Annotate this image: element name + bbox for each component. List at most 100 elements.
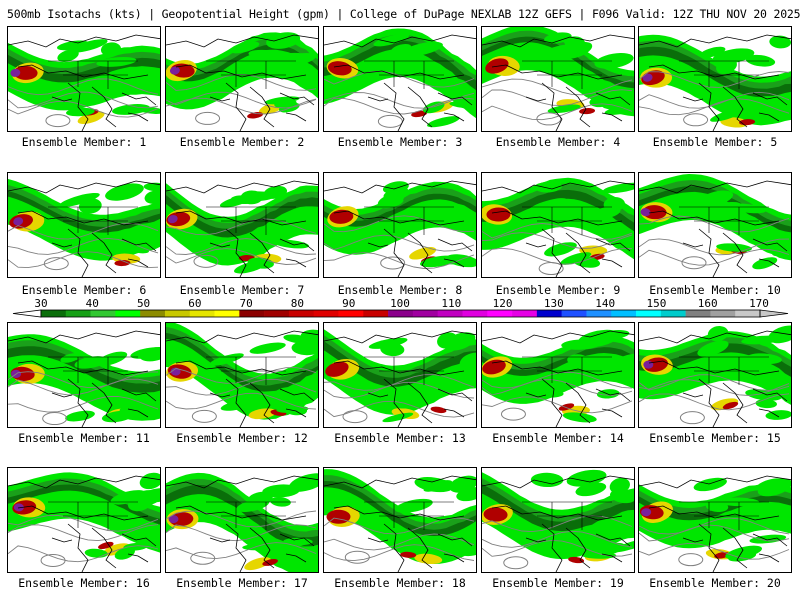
colorbar-swatch: [462, 310, 488, 317]
northern-jet-segment: [291, 340, 318, 356]
coastline: [367, 242, 389, 248]
coastline: [383, 82, 405, 131]
isotach-map: [166, 472, 318, 572]
southern-jet-segment: [65, 107, 95, 117]
colorbar-swatch: [487, 310, 513, 317]
height-contour: [8, 395, 159, 413]
height-contour-closed: [683, 113, 709, 127]
coastline: [682, 537, 704, 543]
coastline: [648, 64, 780, 80]
height-contour-closed: [42, 412, 68, 426]
northern-jet-segment: [693, 477, 727, 492]
isotach-map: [166, 323, 318, 427]
jet-core-red: [430, 406, 447, 414]
coastline: [541, 523, 563, 572]
southern-jet-segment: [234, 260, 267, 274]
height-contour-closed: [190, 551, 216, 565]
isotach-band: [324, 40, 476, 101]
jet-core-red: [329, 209, 354, 224]
jet-core-purple: [169, 66, 180, 75]
northern-jet-segment: [249, 342, 286, 354]
coastline: [209, 96, 231, 102]
coastline: [491, 64, 623, 80]
southern-jet-segment: [757, 104, 782, 115]
coastline: [595, 238, 631, 252]
northern-jet-segment: [400, 41, 443, 57]
height-contour: [324, 533, 475, 551]
height-contour: [8, 378, 159, 396]
jet-core-purple: [168, 515, 179, 524]
coastline: [175, 505, 307, 521]
colorbar-swatch: [90, 310, 116, 317]
height-contour: [8, 545, 159, 563]
coastline: [443, 258, 465, 268]
isotach-map: [8, 330, 160, 427]
northern-jet-segment: [539, 44, 575, 58]
northern-jet-segment: [746, 353, 782, 365]
coastline: [648, 360, 780, 376]
isotach-band: [8, 355, 160, 421]
colorbar-tick-label: 170: [749, 297, 769, 310]
coastline: [758, 112, 780, 122]
isotach-band: [8, 490, 160, 553]
northern-jet-segment: [74, 356, 108, 369]
coastline: [437, 238, 473, 252]
colorbar-swatch: [41, 310, 67, 317]
coastline: [279, 92, 315, 106]
colorbar-tick-label: 90: [342, 297, 356, 310]
height-contour: [639, 542, 790, 560]
height-contour: [482, 89, 633, 107]
coastline: [722, 232, 748, 274]
isotach-map: [324, 180, 476, 277]
height-contour: [166, 510, 317, 528]
coastline: [525, 537, 547, 543]
ensemble-map-panel: [7, 26, 161, 132]
southern-jet-segment: [562, 412, 597, 423]
coastline: [541, 228, 563, 277]
coastline: [324, 330, 476, 344]
colorbar-max-arrow: [759, 309, 789, 318]
southern-jet-segment: [65, 410, 95, 422]
ensemble-map-panel: [165, 26, 319, 132]
northern-jet-segment: [530, 472, 564, 488]
colorbar-swatch: [214, 310, 240, 317]
colorbar-swatch: [735, 310, 761, 317]
coastline: [367, 537, 389, 543]
height-contour: [324, 252, 475, 269]
height-contour: [166, 542, 317, 560]
coastline: [601, 112, 623, 122]
ensemble-map-panel: [323, 172, 477, 278]
northern-jet-segment: [283, 334, 311, 344]
northern-jet-segment: [59, 192, 100, 207]
colorbar-swatch: [561, 310, 587, 317]
height-contour: [166, 248, 317, 265]
height-contour-closed: [538, 262, 564, 276]
height-contour-closed: [193, 254, 219, 268]
northern-jet-segment: [139, 488, 160, 503]
coastline: [565, 382, 591, 424]
colorbar-swatch: [338, 310, 364, 317]
coastline: [541, 378, 563, 427]
coastline: [279, 533, 315, 547]
jet-core-red: [98, 541, 114, 550]
political-border: [206, 501, 296, 530]
political-border: [522, 356, 612, 385]
jet-core-red: [325, 361, 349, 377]
jet-core-yellow: [720, 117, 749, 128]
height-contour: [166, 238, 317, 255]
northern-jet-segment: [143, 182, 160, 192]
height-contour: [166, 524, 317, 542]
coastline: [698, 523, 720, 572]
northern-jet-segment: [60, 353, 81, 363]
southern-jet-segment: [716, 243, 753, 252]
northern-jet-segment: [610, 489, 634, 504]
northern-jet-segment: [756, 478, 783, 490]
isotach-band: [639, 55, 791, 126]
jet-core-yellow: [77, 111, 105, 125]
southern-jet-segment: [276, 405, 309, 413]
coastline: [443, 553, 465, 563]
colorbar-swatch: [512, 310, 538, 317]
coastline: [51, 537, 73, 543]
ensemble-map-panel: [165, 172, 319, 278]
political-border: [48, 501, 138, 530]
